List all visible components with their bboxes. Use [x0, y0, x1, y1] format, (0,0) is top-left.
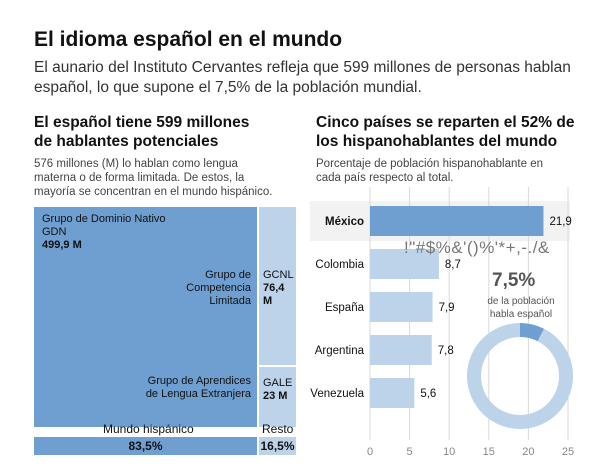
gcl-line1: Grupo de	[205, 269, 251, 281]
gae-label: Grupo de Aprendices de Lengua Extranjera	[146, 375, 251, 401]
right-section-title: Cinco países se reparten el 52% de los h…	[316, 113, 574, 151]
gdn-line1: Grupo de Dominio Nativo	[42, 213, 166, 225]
value-label-2: 7,9	[439, 302, 455, 314]
left-desc-line3: mayoría se concentran en el mundo hispán…	[34, 186, 273, 198]
right-title-line1: Cinco países se reparten el 52% de	[316, 114, 575, 131]
category-label-3: Argentina	[315, 345, 365, 357]
block-gale: GALE 23 M	[259, 367, 296, 427]
gale-value: 23 M	[263, 390, 288, 402]
callout-line2: habla español	[489, 309, 553, 320]
garbled-text: !"#$%&'()%'*+,-./&	[404, 238, 550, 257]
callout-caption: de la población habla español	[466, 295, 576, 321]
donut-slice-1	[467, 323, 573, 429]
value-label-0: 21,9	[549, 216, 571, 228]
value-label-3: 7,8	[438, 345, 454, 357]
gdn-label: Grupo de Dominio Nativo GDN 499,9 M	[42, 213, 166, 252]
left-section-desc: 576 millones (M) lo hablan como lengua m…	[34, 157, 272, 199]
gae-line2: de Lengua Extranjera	[145, 388, 251, 400]
x-tick-label-1: 5	[407, 446, 413, 458]
gcl-line3: Limitada	[209, 295, 251, 307]
page-title: El idioma español en el mundo	[34, 28, 343, 51]
right-title-line2: los hispanohablantes del mundo	[316, 133, 558, 150]
block-gdn: Grupo de Dominio Nativo GDN 499,9 M Grup…	[34, 207, 257, 427]
gcl-label: Grupo de Competencia Limitada	[186, 269, 251, 308]
x-tick-label-3: 15	[483, 446, 495, 458]
donut-chart	[467, 323, 573, 429]
left-title-line2: de hablantes potenciales	[34, 133, 219, 150]
value-label-4: 5,6	[420, 388, 436, 400]
gdn-line2: GDN	[42, 226, 67, 238]
category-label-4: Venezuela	[310, 388, 364, 400]
bar-resto: 16,5%	[259, 437, 296, 455]
label-mundo-hispanico: Mundo hispánico	[103, 422, 194, 436]
left-desc-line1: 576 millones (M) lo hablan como lengua	[34, 158, 238, 170]
page-subtitle: El aunario del Instituto Cervantes refle…	[34, 59, 571, 96]
gcnl-value: 76,4 M	[263, 282, 285, 307]
gcl-line2: Competencia	[186, 282, 251, 294]
category-label-1: Colombia	[315, 259, 364, 271]
right-section-desc: Porcentaje de población hispanohablante …	[316, 157, 543, 185]
left-desc-line2: materna o de forma limitada. De estos, l…	[34, 172, 245, 184]
bar-0	[370, 206, 544, 236]
bar-mundo-hispanico: 83,5%	[34, 437, 257, 455]
right-desc-line2: cada país respecto al total.	[316, 172, 454, 184]
category-label-2: España	[325, 302, 365, 314]
bar-2	[370, 292, 433, 322]
right-desc-line1: Porcentaje de población hispanohablante …	[316, 158, 543, 170]
callout-percent: 7,5%	[492, 270, 536, 291]
x-tick-label-4: 20	[522, 446, 534, 458]
left-title-line1: El español tiene 599 millones	[34, 114, 250, 131]
block-gcnl: GCNL 76,4 M	[259, 207, 296, 365]
left-section-title: El español tiene 599 millones de hablant…	[34, 113, 249, 151]
bar-1	[370, 249, 439, 279]
gdn-value: 499,9 M	[42, 239, 82, 251]
category-label-0: México	[325, 216, 364, 228]
x-tick-label-2: 10	[443, 446, 455, 458]
value-label-1: 8,7	[445, 259, 461, 271]
gcnl-label: GCNL 76,4 M	[263, 269, 296, 308]
x-tick-label-5: 25	[562, 446, 574, 458]
gcnl-abbr: GCNL	[263, 269, 294, 281]
bar-3	[370, 335, 432, 365]
label-resto: Resto	[262, 422, 294, 436]
bar-4	[370, 378, 415, 408]
callout-line1: de la población	[487, 296, 555, 307]
gae-line1: Grupo de Aprendices	[147, 375, 251, 387]
gale-abbr: GALE	[263, 377, 293, 389]
gale-label: GALE 23 M	[263, 377, 292, 403]
x-tick-label-0: 0	[367, 446, 373, 458]
